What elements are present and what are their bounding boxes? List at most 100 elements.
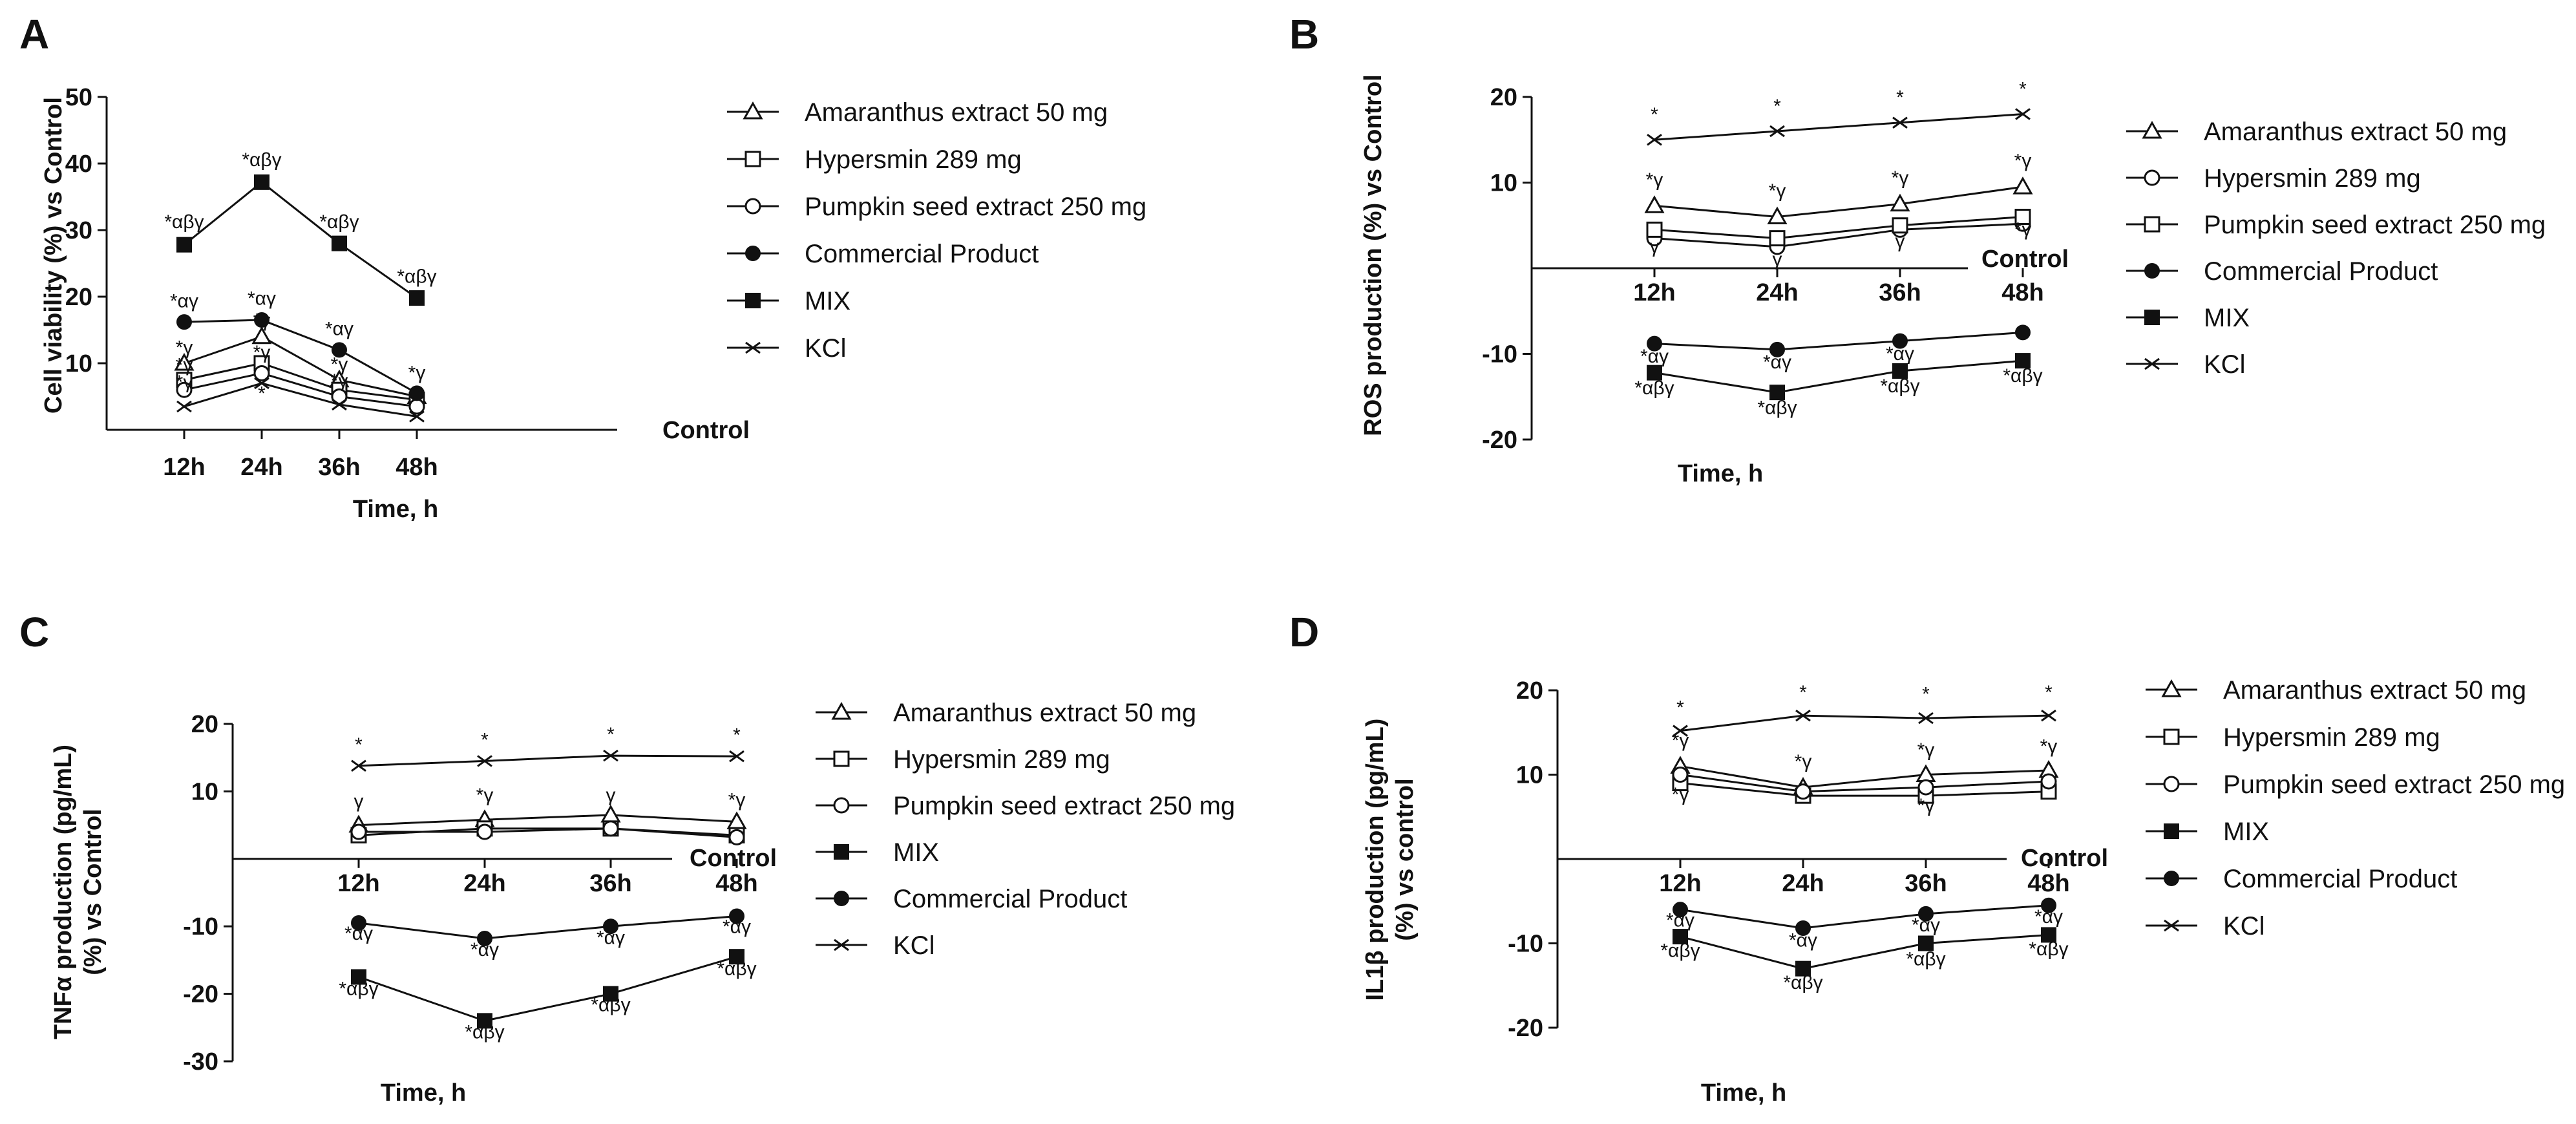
legend-item: Amaranthus extract 50 mg xyxy=(2126,118,2507,146)
data-point xyxy=(408,398,425,415)
legend-label: MIX xyxy=(893,838,939,867)
significance-label: *αγ xyxy=(1886,343,1914,365)
significance-label: * xyxy=(481,729,489,750)
data-point xyxy=(176,381,193,398)
x-marker-stroke xyxy=(1673,725,1688,737)
legend-item: KCl xyxy=(816,931,934,960)
data-point xyxy=(1673,725,1688,737)
x-marker-stroke xyxy=(176,400,192,413)
significance-label: *γ xyxy=(2014,151,2032,172)
series-line xyxy=(1680,782,2049,797)
series-commercial-product xyxy=(176,312,425,401)
legend: Amaranthus extract 50 mg Hypersmin 289 mg… xyxy=(816,699,1235,960)
series-line xyxy=(358,955,737,1022)
y-tick-label: -20 xyxy=(1508,1015,1543,1042)
data-point xyxy=(1647,134,1662,146)
significance-label: *γ xyxy=(1917,795,1935,816)
data-point xyxy=(1767,206,1788,224)
significance-label: * xyxy=(2019,78,2027,100)
x-marker-stroke xyxy=(254,377,269,390)
significance-label: * xyxy=(1922,684,1930,705)
legend-label: MIX xyxy=(805,287,850,315)
series-pumpkin-seed-extract-250-mg xyxy=(1672,767,2057,800)
y-tick-label: 40 xyxy=(65,151,92,178)
significance-label: *αβγ xyxy=(591,995,630,1016)
data-point xyxy=(1795,783,1811,800)
significance-label: *αβγ xyxy=(2003,365,2042,387)
legend-label: KCl xyxy=(2204,350,2245,379)
legend-label: Commercial Product xyxy=(2204,257,2438,286)
legend-label: Amaranthus extract 50 mg xyxy=(893,699,1196,727)
significance-label: *αγ xyxy=(723,917,751,938)
significance-label: *αβγ xyxy=(339,979,378,1000)
series-line xyxy=(184,362,417,401)
data-point xyxy=(600,804,621,823)
series-kcl xyxy=(351,749,744,772)
significance-label: *γ xyxy=(1672,784,1689,805)
data-point xyxy=(254,312,269,328)
significance-label: *αγ xyxy=(170,290,198,312)
data-point xyxy=(1672,767,1689,783)
significance-label: γ xyxy=(1773,249,1782,270)
legend-label: MIX xyxy=(2223,818,2269,846)
legend-item: KCl xyxy=(2126,350,2245,379)
significance-label: *γ xyxy=(2014,219,2032,240)
x-marker-stroke xyxy=(2041,709,2056,722)
legend-marker xyxy=(831,701,852,720)
x-marker-stroke xyxy=(1892,116,1908,129)
legend-marker xyxy=(833,797,850,814)
series-line xyxy=(184,335,417,398)
x-marker-stroke xyxy=(351,759,366,772)
significance-label: *γ xyxy=(331,370,348,392)
y-tick-label: -30 xyxy=(183,1048,218,1076)
control-label: Control xyxy=(662,417,750,444)
data-point xyxy=(1647,365,1662,381)
significance-label: *γ xyxy=(1795,751,1812,772)
legend-marker xyxy=(745,293,761,308)
legend-item: Pumpkin seed extract 250 mg xyxy=(2126,211,2546,239)
data-point xyxy=(477,930,492,946)
significance-label: *γ xyxy=(728,789,746,811)
significance-label: *γ xyxy=(176,337,193,359)
legend-marker xyxy=(2142,120,2162,139)
series-commercial-product xyxy=(351,908,744,946)
data-point xyxy=(1644,195,1665,213)
series-line xyxy=(1654,216,2023,240)
legend-marker xyxy=(2144,216,2160,233)
panel-letter: D xyxy=(1289,609,1319,655)
significance-label: *αβγ xyxy=(164,211,204,233)
data-point xyxy=(1918,935,1934,951)
data-point xyxy=(409,290,425,306)
significance-label: * xyxy=(1676,697,1684,719)
significance-label: *γ xyxy=(1769,180,1786,202)
legend-label: MIX xyxy=(2204,304,2250,332)
significance-label: *αγ xyxy=(325,319,354,340)
data-point xyxy=(1892,116,1908,129)
data-point xyxy=(2015,108,2031,120)
data-point xyxy=(1769,230,1786,247)
series-mix xyxy=(1673,927,2056,977)
legend-item: Pumpkin seed extract 250 mg xyxy=(816,792,1235,820)
x-marker-stroke xyxy=(745,341,761,354)
data-point xyxy=(350,823,367,840)
data-point xyxy=(2015,353,2031,369)
legend-label: Pumpkin seed extract 250 mg xyxy=(893,792,1235,820)
significance-label: *γ xyxy=(408,363,426,384)
x-marker-stroke xyxy=(2144,357,2160,370)
legend-marker xyxy=(745,246,761,261)
data-point xyxy=(1918,712,1934,725)
data-point xyxy=(2012,176,2033,195)
y-axis-title-line: IL1β production (pg/mL) xyxy=(1362,719,1389,1001)
significance-label: *αγ xyxy=(248,288,276,309)
legend-marker xyxy=(2161,679,2182,697)
y-tick-label: 20 xyxy=(65,284,92,311)
y-tick-label: 10 xyxy=(65,350,92,377)
legend-item: Pumpkin seed extract 250 mg xyxy=(2146,770,2565,799)
legend-item: Amaranthus extract 50 mg xyxy=(727,98,1108,127)
significance-label: *γ xyxy=(176,372,193,393)
legend-item: Hypersmin 289 mg xyxy=(816,745,1110,774)
data-point xyxy=(1890,193,1910,212)
legend-label: KCl xyxy=(2223,912,2265,940)
legend-marker xyxy=(834,844,849,860)
data-point xyxy=(2040,773,2057,790)
